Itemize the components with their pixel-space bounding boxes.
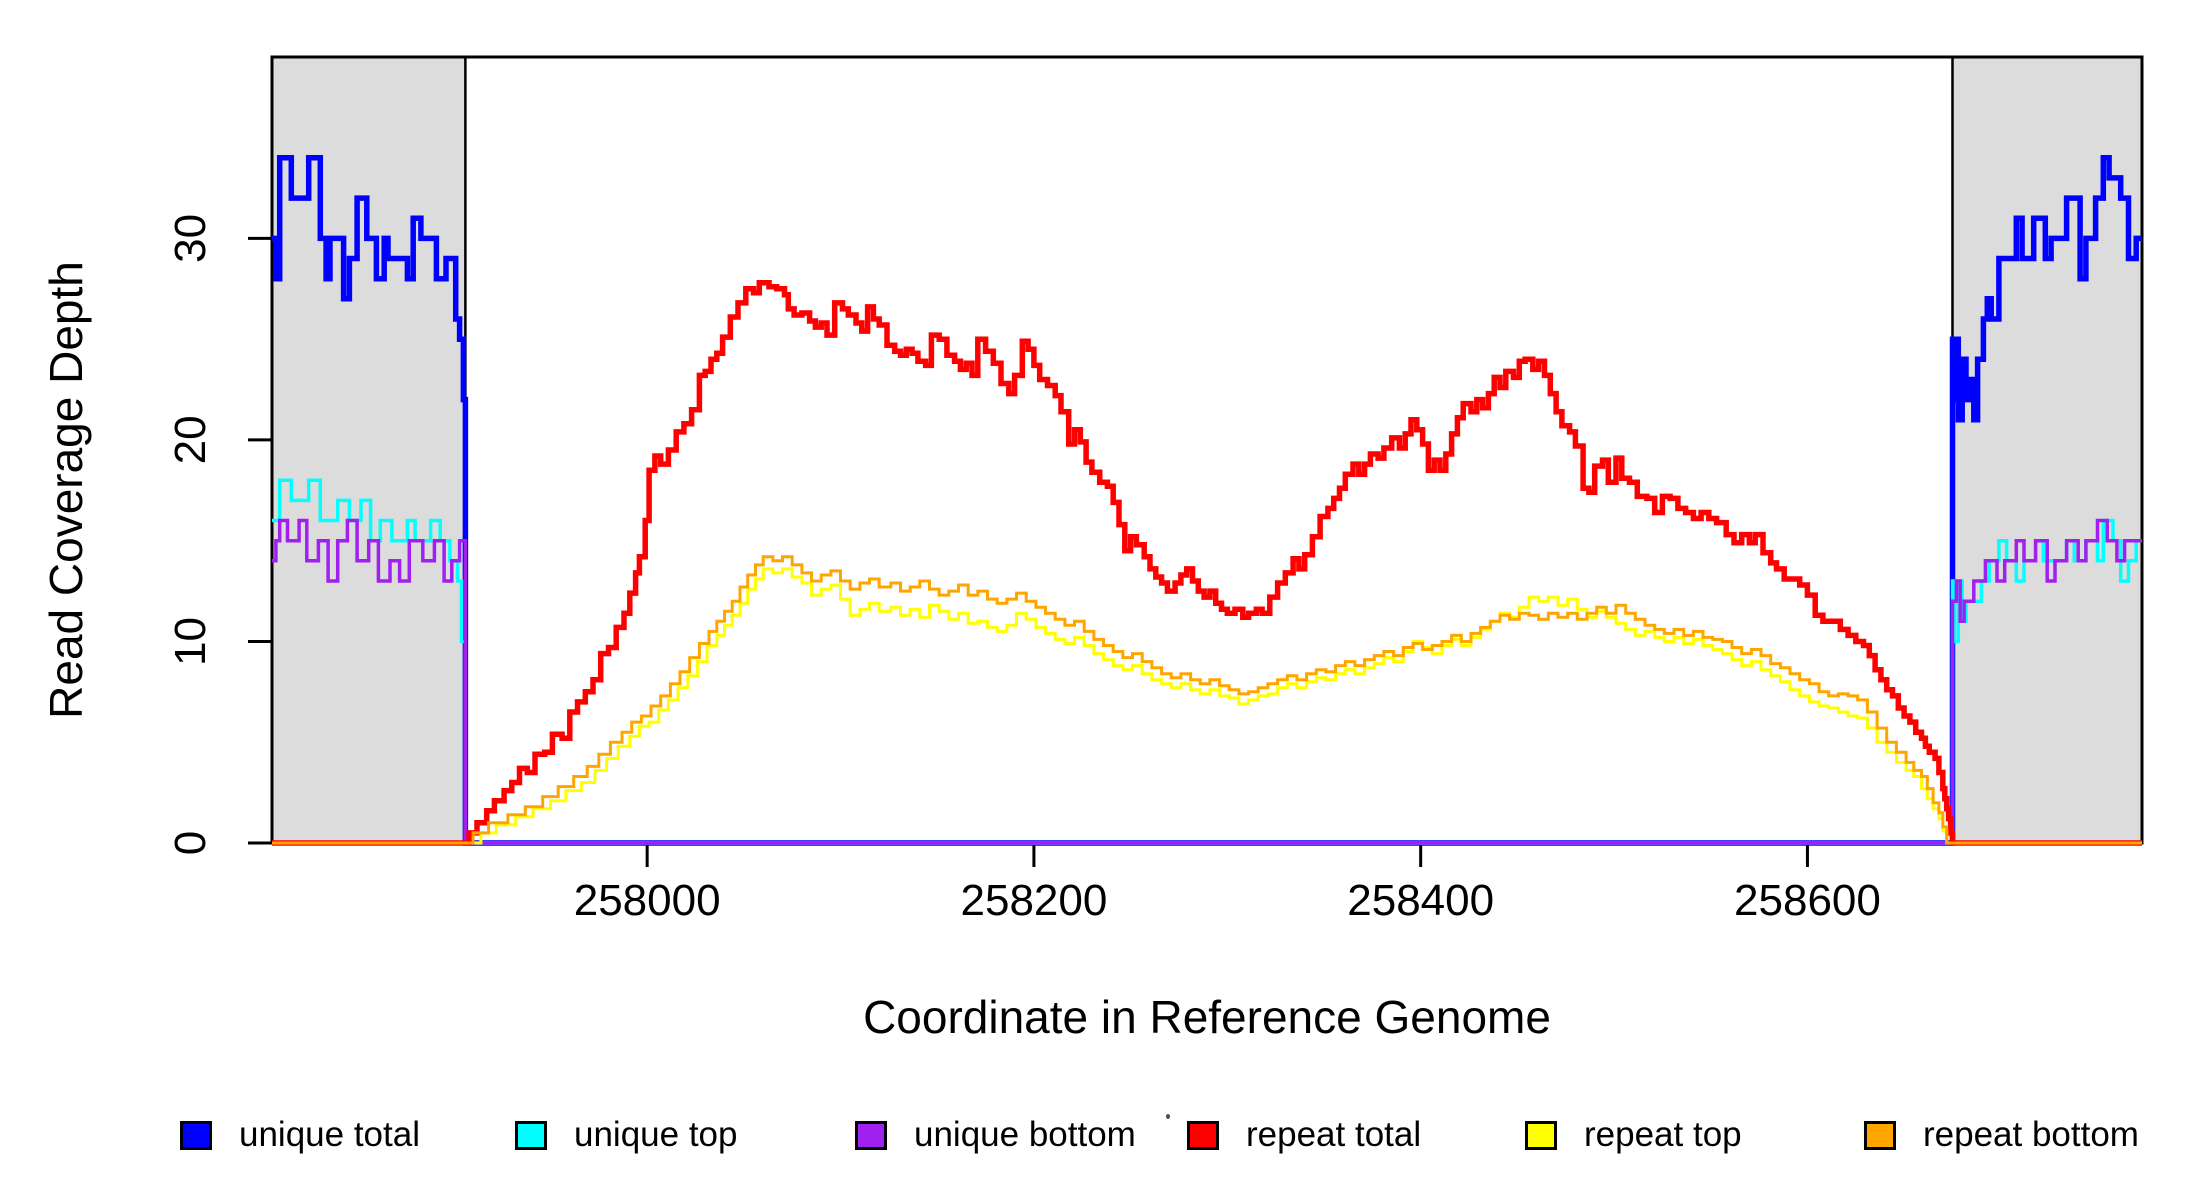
y-tick-label: 30 bbox=[166, 214, 215, 263]
plot-box bbox=[270, 55, 2144, 845]
x-axis-title: Coordinate in Reference Genome bbox=[863, 991, 1551, 1043]
series-line-unique-total bbox=[272, 155, 2142, 846]
y-tick-label: 10 bbox=[166, 617, 215, 666]
series-line-unique-bottom bbox=[272, 518, 2142, 845]
series-line-repeat-total bbox=[272, 279, 2142, 846]
x-tick-label: 258400 bbox=[1347, 876, 1494, 925]
shaded-region-0 bbox=[270, 55, 467, 845]
y-tick-label: 0 bbox=[166, 831, 215, 855]
series-line-repeat-top bbox=[272, 567, 2142, 845]
x-tick-label: 258200 bbox=[961, 876, 1108, 925]
series-line-repeat-bottom bbox=[272, 555, 2142, 845]
y-axis-title: Read Coverage Depth bbox=[40, 261, 92, 719]
series-line-unique-top bbox=[272, 478, 2142, 845]
x-tick-label: 258600 bbox=[1734, 876, 1881, 925]
shaded-region-1 bbox=[1951, 55, 2144, 845]
stray-mark-artifact bbox=[1166, 1114, 1170, 1119]
x-tick-label: 258000 bbox=[574, 876, 721, 925]
y-tick-label: 20 bbox=[166, 415, 215, 464]
